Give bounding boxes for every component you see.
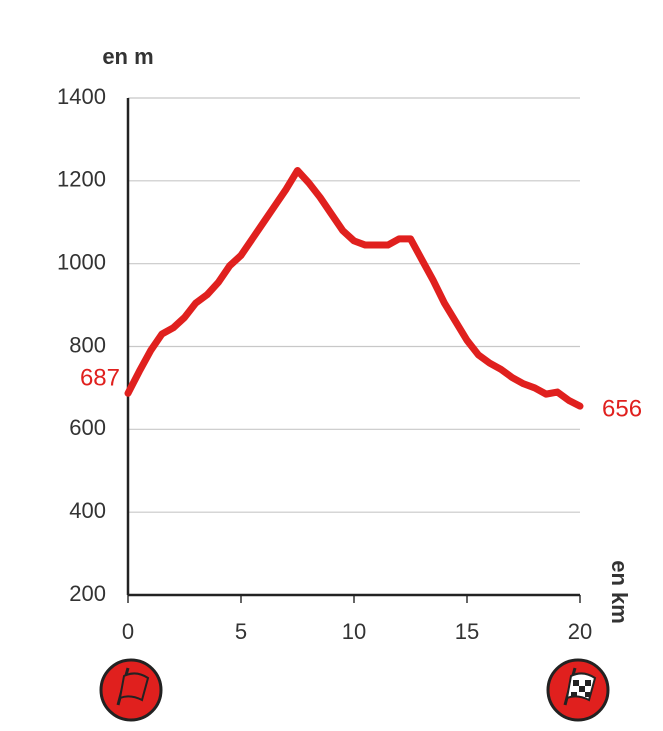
x-tick-label: 10: [342, 619, 366, 644]
elevation-line: [124, 166, 584, 410]
x-tick-label: 15: [455, 619, 479, 644]
y-tick-label: 1200: [57, 167, 106, 192]
start-icon: [99, 658, 163, 722]
end-value-label: 656: [602, 395, 642, 422]
y-tick-label: 1400: [57, 84, 106, 109]
y-tick-label: 600: [69, 415, 106, 440]
y-tick-label: 1000: [57, 249, 106, 274]
start-value-label: 687: [80, 365, 120, 392]
x-tick-label: 5: [235, 619, 247, 644]
y-tick-label: 200: [69, 581, 106, 606]
y-tick-label: 400: [69, 498, 106, 523]
y-axis-label: en m: [102, 44, 153, 69]
y-tick-label: 800: [69, 332, 106, 357]
finish-icon: [546, 658, 610, 722]
x-axis-label: en km: [607, 560, 632, 624]
x-tick-label: 20: [568, 619, 592, 644]
x-tick-label: 0: [122, 619, 134, 644]
